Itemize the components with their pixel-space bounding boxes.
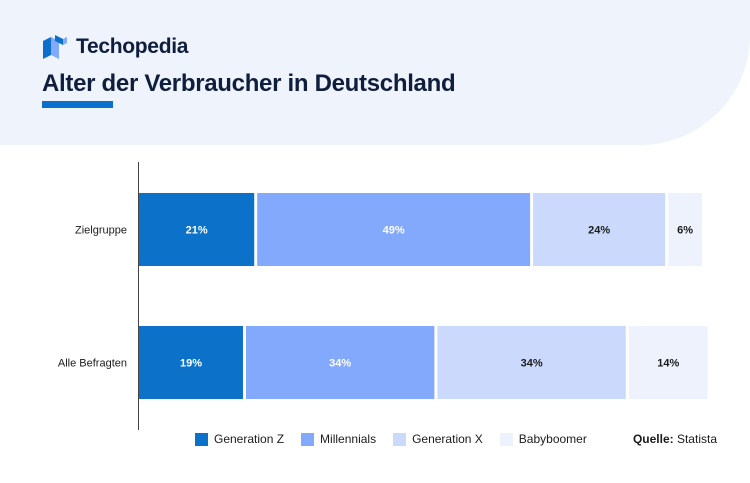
stacked-bar-chart: Zielgruppe 21% 49% 24% 6% Alle Befragten 19% 34…: [58, 162, 708, 430]
bar-segment: [257, 193, 531, 266]
legend-label: Generation Z: [214, 432, 285, 446]
header-background: [0, 0, 750, 145]
bar-segment: [245, 326, 435, 399]
data-label: 34%: [329, 358, 351, 370]
bar-segment: [437, 326, 626, 399]
bar-segment: [139, 193, 255, 266]
data-label: 21%: [186, 225, 208, 237]
brand-logo: Techopedia: [42, 34, 188, 60]
legend-swatch: [301, 432, 315, 446]
techopedia-logo-icon: [43, 35, 67, 59]
source-value: Statista: [676, 432, 717, 446]
legend-item-millennials: Millennials: [301, 432, 376, 446]
data-label: 34%: [521, 358, 543, 370]
legend-item-generation-z: Generation Z: [195, 432, 284, 446]
bar-segment: [139, 326, 243, 399]
bar-segment: [628, 326, 708, 399]
source-note: Quelle: Statista: [633, 432, 717, 446]
title-underline: [42, 101, 113, 108]
legend-label: Millennials: [320, 432, 377, 446]
legend-item-generation-x: Generation X: [393, 432, 483, 446]
data-label: 6%: [677, 225, 693, 237]
legend-label: Generation X: [412, 432, 483, 446]
legend-swatch: [499, 432, 513, 446]
chart-legend: Generation Z Millennials Generation X Ba…: [195, 432, 604, 446]
data-label: 14%: [657, 358, 679, 370]
page-title: Alter der Verbraucher in Deutschland: [42, 70, 456, 97]
legend-swatch: [393, 432, 407, 446]
legend-label: Babyboomer: [518, 432, 587, 446]
brand-name: Techopedia: [76, 35, 189, 58]
data-label: 24%: [588, 225, 610, 237]
bar-segment: [668, 193, 702, 266]
source-label: Quelle:: [632, 432, 674, 446]
legend-item-babyboomer: Babyboomer: [499, 432, 587, 446]
legend-swatch: [195, 432, 208, 446]
category-label: Alle Befragten: [58, 358, 127, 370]
category-label: Zielgruppe: [75, 225, 127, 237]
data-label: 19%: [180, 358, 202, 370]
bar-segment: [533, 193, 666, 266]
data-label: 49%: [383, 225, 405, 237]
